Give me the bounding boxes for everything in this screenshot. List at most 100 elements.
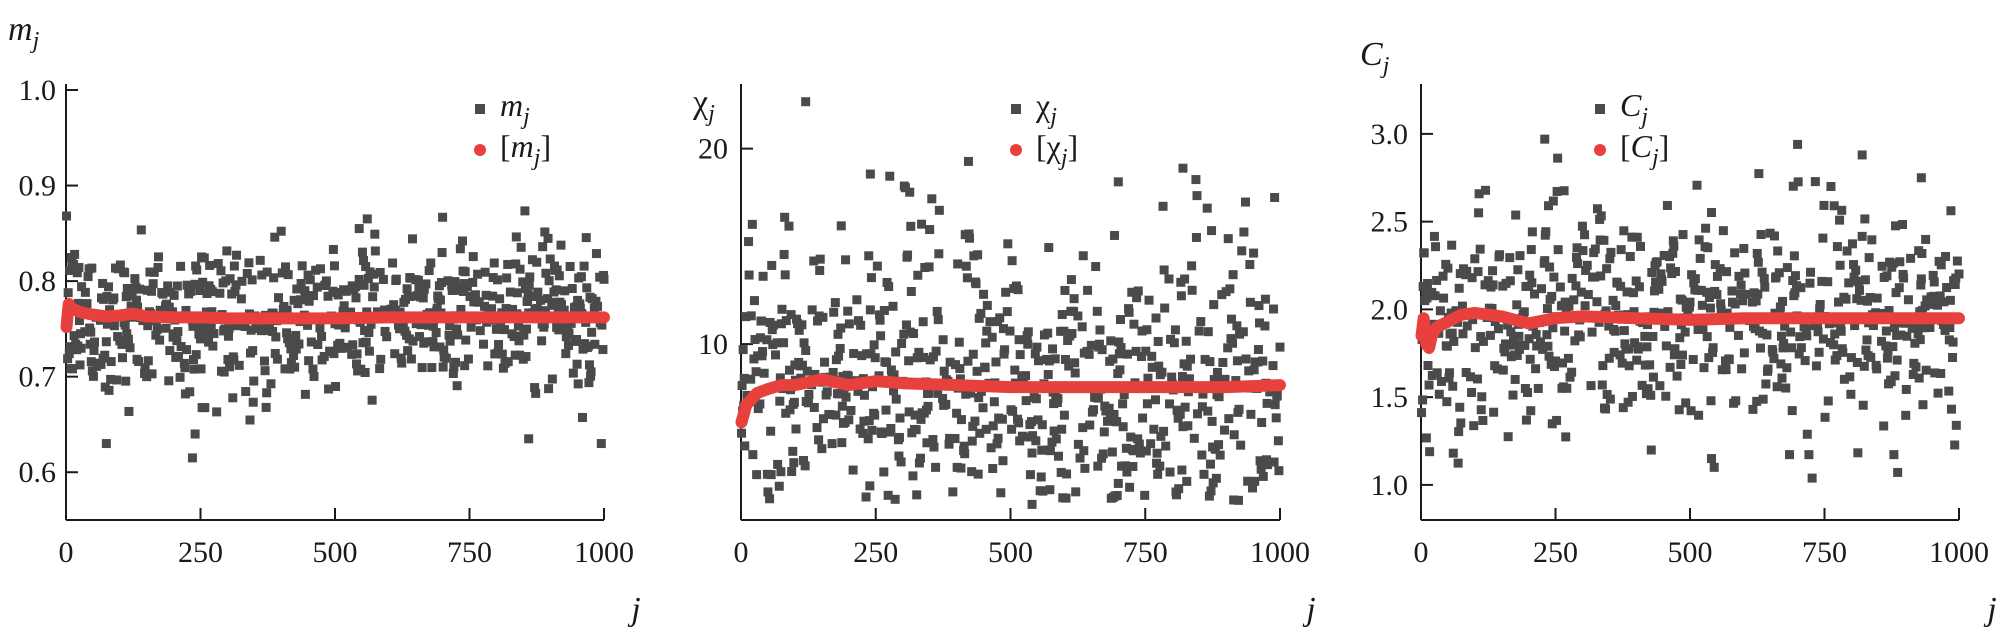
- scatter-point: [1829, 340, 1839, 350]
- scatter-point: [1187, 261, 1197, 271]
- scatter-point: [963, 156, 973, 166]
- scatter-point: [323, 291, 333, 301]
- scatter-point: [1027, 448, 1037, 458]
- scatter-point: [125, 343, 135, 353]
- scatter-point: [249, 376, 259, 386]
- scatter-point: [1226, 314, 1236, 324]
- scatter-point: [418, 293, 428, 303]
- scatter-point: [1698, 324, 1708, 334]
- scatter-point: [87, 263, 97, 273]
- scatter-point: [335, 338, 345, 348]
- scatter-point: [1154, 361, 1164, 371]
- scatter-point: [1952, 256, 1962, 266]
- scatter-point: [1697, 300, 1707, 310]
- scatter-point: [1488, 280, 1498, 290]
- scatter-point: [1115, 365, 1125, 375]
- scatter-point: [852, 295, 862, 305]
- scatter-point: [775, 373, 785, 383]
- scatter-point: [511, 259, 521, 269]
- scatter-point: [321, 276, 331, 286]
- scatter-point: [313, 339, 323, 349]
- scatter-point: [1468, 315, 1478, 325]
- scatter-point: [1835, 215, 1845, 225]
- scatter-point: [1429, 231, 1439, 241]
- scatter-point: [861, 492, 871, 502]
- scatter-point: [424, 266, 434, 276]
- scatter-point: [1662, 200, 1672, 210]
- scatter-point: [1893, 467, 1903, 477]
- scatter-point: [1432, 368, 1442, 378]
- scatter-point: [1512, 350, 1522, 360]
- scatter-point: [1021, 371, 1031, 381]
- scatter-point: [1565, 372, 1575, 382]
- scatter-point: [1663, 307, 1673, 317]
- scatter-point: [779, 338, 789, 348]
- scatter-point: [245, 415, 255, 425]
- scatter-point: [115, 260, 125, 270]
- scatter-point: [1609, 347, 1619, 357]
- scatter-point: [248, 397, 258, 407]
- scatter-point: [1859, 361, 1869, 371]
- scatter-point: [494, 340, 504, 350]
- scatter-point: [1034, 356, 1044, 366]
- scatter-point: [147, 286, 157, 296]
- scatter-point: [865, 481, 875, 491]
- scatter-point: [262, 267, 272, 277]
- scatter-point: [364, 346, 374, 356]
- scatter-point: [1120, 461, 1130, 471]
- scatter-point: [809, 402, 819, 412]
- scatter-point: [1654, 284, 1664, 294]
- scatter-point: [223, 355, 233, 365]
- scatter-point: [223, 331, 233, 341]
- scatter-point: [897, 339, 907, 349]
- scatter-point: [505, 287, 515, 297]
- scatter-point: [154, 252, 164, 262]
- scatter-point: [1515, 251, 1525, 261]
- scatter-point: [1205, 459, 1215, 469]
- scatter-point: [1704, 353, 1714, 363]
- scatter-point: [1474, 189, 1484, 199]
- scatter-point: [1813, 327, 1823, 337]
- scatter-point: [1895, 257, 1905, 267]
- scatter-point: [912, 353, 922, 363]
- scatter-point: [158, 289, 168, 299]
- y-tick-label: 2.0: [1371, 293, 1409, 326]
- scatter-point: [1788, 181, 1798, 191]
- scatter-point: [1605, 254, 1615, 264]
- scatter-point: [972, 366, 982, 376]
- scatter-point: [378, 274, 388, 284]
- scatter-point: [337, 343, 347, 353]
- scatter-point: [863, 434, 873, 444]
- scatter-point: [788, 446, 798, 456]
- scatter-point: [225, 362, 235, 372]
- scatter-point: [438, 362, 448, 372]
- scatter-point: [1605, 394, 1615, 404]
- legend-label: [mj]: [500, 128, 551, 171]
- scatter-point: [1001, 287, 1011, 297]
- scatter-point: [1851, 265, 1861, 275]
- scatter-point: [231, 280, 241, 290]
- scatter-point: [1478, 336, 1488, 346]
- scatter-point: [1759, 274, 1769, 284]
- legend: mj[mj]: [474, 87, 551, 171]
- scatter-point: [830, 298, 840, 308]
- scatter-point: [859, 416, 869, 426]
- scatter-point: [1733, 330, 1743, 340]
- scatter-point: [846, 405, 856, 415]
- scatter-point: [1478, 415, 1488, 425]
- scatter-point: [1913, 329, 1923, 339]
- scatter-point: [1474, 208, 1484, 218]
- scatter-point: [206, 320, 216, 330]
- scatter-point: [1223, 343, 1233, 353]
- scatter-point: [572, 359, 582, 369]
- scatter-point: [1150, 395, 1160, 405]
- scatter-point: [1915, 335, 1925, 345]
- scatter-point: [1209, 300, 1219, 310]
- scatter-point: [1159, 265, 1169, 275]
- scatter-point: [151, 330, 161, 340]
- scatter-point: [1562, 383, 1572, 393]
- scatter-point: [1467, 388, 1477, 398]
- scatter-point: [1467, 273, 1477, 283]
- scatter-point: [1602, 389, 1612, 399]
- scatter-point: [1552, 415, 1562, 425]
